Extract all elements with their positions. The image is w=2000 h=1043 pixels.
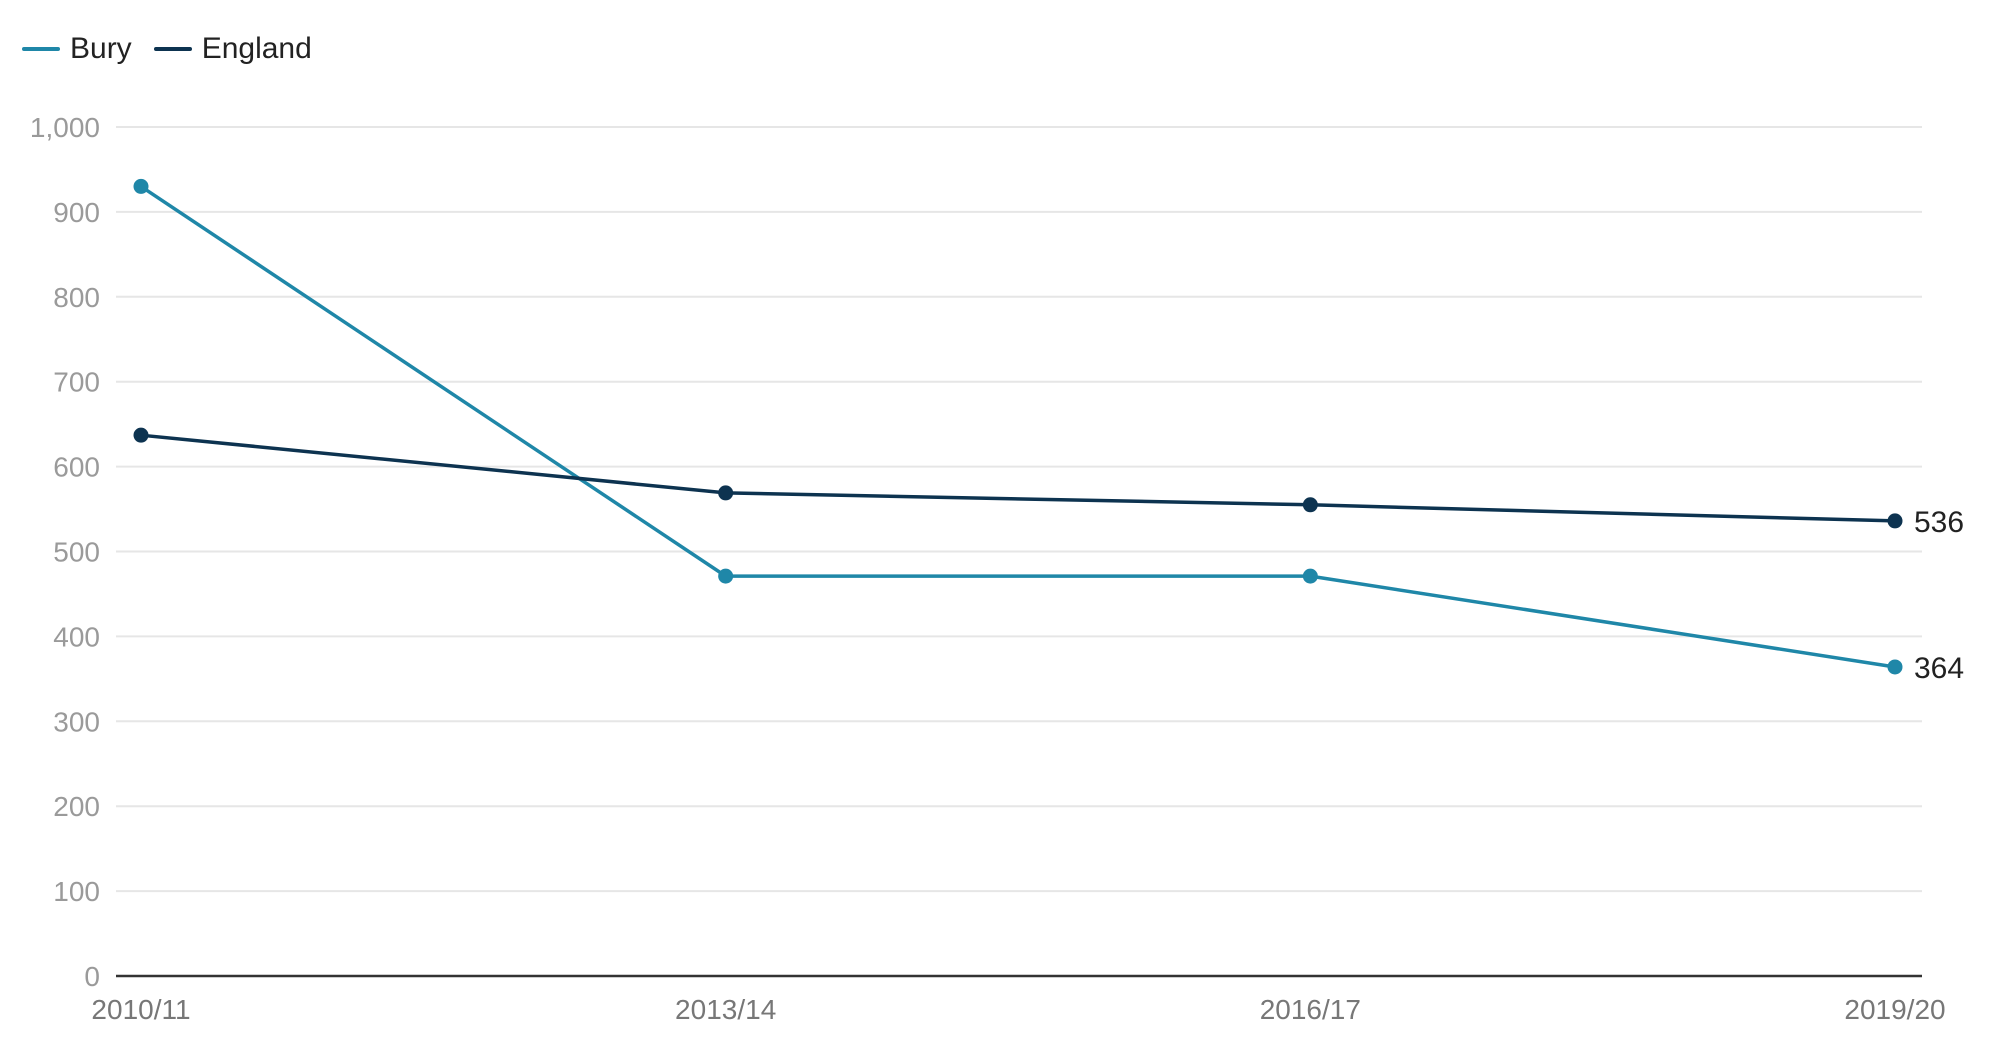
legend-label-bury: Bury bbox=[70, 32, 132, 65]
y-tick-label-0: 0 bbox=[84, 961, 100, 992]
y-tick-label-400: 400 bbox=[53, 621, 100, 652]
data-point-england-2 bbox=[1302, 497, 1318, 513]
data-point-bury-3 bbox=[1887, 659, 1903, 675]
x-tick-label-1: 2013/14 bbox=[675, 994, 776, 1025]
data-point-england-3 bbox=[1887, 513, 1903, 529]
legend-item-england: England bbox=[153, 32, 312, 66]
legend-swatch-england bbox=[153, 47, 192, 51]
y-tick-label-500: 500 bbox=[53, 537, 100, 568]
end-label-england: 536 bbox=[1914, 506, 1964, 539]
data-point-bury-0 bbox=[133, 178, 149, 194]
legend-item-bury: Bury bbox=[22, 32, 132, 66]
series-line-bury bbox=[140, 184, 1896, 669]
y-tick-label-200: 200 bbox=[53, 791, 100, 822]
x-tick-label-3: 2019/20 bbox=[1844, 994, 1945, 1025]
x-tick-label-2: 2016/17 bbox=[1260, 994, 1361, 1025]
x-tick-label-0: 2010/11 bbox=[91, 994, 190, 1025]
legend: Bury England bbox=[22, 32, 312, 66]
y-tick-label-900: 900 bbox=[53, 197, 100, 228]
data-point-bury-2 bbox=[1302, 568, 1318, 584]
y-tick-label-1000: 1,000 bbox=[30, 112, 100, 143]
series-line-england bbox=[140, 433, 1896, 523]
y-tick-label-100: 100 bbox=[53, 876, 100, 907]
legend-label-england: England bbox=[201, 32, 312, 65]
y-tick-label-700: 700 bbox=[53, 367, 100, 398]
legend-swatch-bury bbox=[22, 47, 60, 51]
y-tick-label-800: 800 bbox=[53, 282, 100, 313]
data-point-england-0 bbox=[133, 427, 149, 443]
y-tick-label-600: 600 bbox=[53, 452, 100, 483]
end-label-bury: 364 bbox=[1914, 652, 1964, 685]
data-point-bury-1 bbox=[718, 568, 734, 584]
data-point-england-1 bbox=[718, 485, 734, 501]
y-tick-label-300: 300 bbox=[53, 706, 100, 737]
